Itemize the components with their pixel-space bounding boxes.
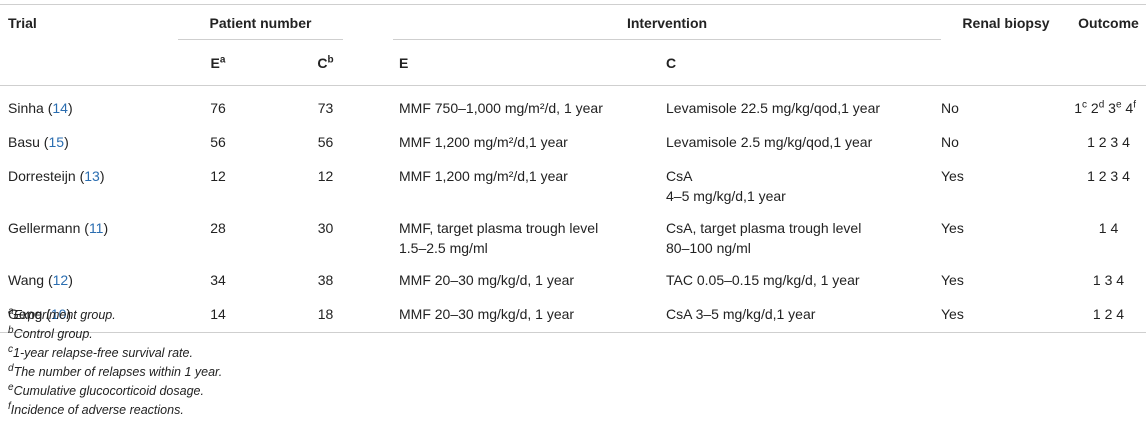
e-count: 56 bbox=[210, 134, 226, 150]
header-e: Ea bbox=[168, 41, 268, 86]
renal-biopsy: No bbox=[941, 100, 959, 116]
header-renal-biopsy: Renal biopsy bbox=[941, 4, 1071, 41]
table-row: Dorresteijn (13) 12 12 MMF 1,200 mg/m²/d… bbox=[0, 156, 1146, 208]
header-patient-number: Patient number bbox=[168, 4, 383, 41]
table-row: Gellermann (11) 28 30 MMF, target plasma… bbox=[0, 208, 1146, 260]
header-row-2: Ea Cb E C bbox=[0, 41, 1146, 86]
e-count: 28 bbox=[210, 220, 226, 236]
intervention-e: MMF 20–30 mg/kg/d, 1 year bbox=[383, 294, 666, 333]
e-count: 34 bbox=[210, 272, 226, 288]
intervention-c: Levamisole 2.5 mg/kg/qod,1 year bbox=[666, 134, 873, 150]
e-count: 76 bbox=[210, 100, 226, 116]
header-intervention-label: Intervention bbox=[393, 7, 941, 40]
intervention-c: Levamisole 22.5 mg/kg/qod,1 year bbox=[666, 100, 881, 116]
renal-biopsy: Yes bbox=[941, 168, 964, 184]
outcome: 1 3 4 bbox=[1092, 272, 1125, 288]
trial-cell: Sinha (14) bbox=[8, 100, 73, 116]
header-trial: Trial bbox=[0, 4, 168, 41]
table-row: Wang (12) 34 38 MMF 20–30 mg/kg/d, 1 yea… bbox=[0, 260, 1146, 294]
footnote: fIncidence of adverse reactions. bbox=[8, 400, 184, 417]
header-row-1: Trial Patient number Intervention Renal … bbox=[0, 4, 1146, 41]
trial-cell: Gellermann (11) bbox=[8, 220, 109, 236]
reference-link[interactable]: 11 bbox=[88, 220, 104, 236]
intervention-c: CsA 4–5 mg/kg/d,1 year bbox=[666, 168, 786, 204]
footnotes: aExperiment group. bControl group. c1-ye… bbox=[8, 306, 222, 420]
header-int-e: E bbox=[383, 41, 666, 86]
footnote: bControl group. bbox=[8, 324, 93, 341]
footnote: c1-year relapse-free survival rate. bbox=[8, 343, 193, 360]
trial-cell: Dorresteijn (13) bbox=[8, 168, 105, 184]
table-row: Sinha (14) 76 73 MMF 750–1,000 mg/m²/d, … bbox=[0, 86, 1146, 123]
renal-biopsy: No bbox=[941, 134, 959, 150]
trial-cell: Geng (10) bbox=[0, 294, 168, 333]
table-row: Geng (10) 14 18 MMF 20–30 mg/kg/d, 1 yea… bbox=[0, 294, 1146, 333]
header-patient-number-label: Patient number bbox=[178, 7, 343, 40]
c-count: 38 bbox=[317, 272, 334, 288]
intervention-c: CsA, target plasma trough level 80–100 ng… bbox=[666, 220, 862, 256]
outcome: 1c 2d 3e 4f bbox=[1074, 99, 1136, 116]
header-intervention: Intervention bbox=[383, 4, 941, 41]
trial-cell: Wang (12) bbox=[8, 272, 73, 288]
intervention-e: MMF 20–30 mg/kg/d, 1 year bbox=[399, 272, 575, 288]
intervention-c: TAC 0.05–0.15 mg/kg/d, 1 year bbox=[666, 272, 860, 288]
outcome: 1 2 3 4 bbox=[1087, 168, 1130, 184]
footnote: eCumulative glucocorticoid dosage. bbox=[8, 381, 204, 398]
reference-link[interactable]: 15 bbox=[48, 134, 65, 150]
e-count: 14 bbox=[168, 294, 268, 333]
header-outcome: Outcome bbox=[1071, 4, 1146, 41]
intervention-c: CsA 3–5 mg/kg/d,1 year bbox=[666, 294, 941, 333]
reference-link[interactable]: 12 bbox=[52, 272, 69, 288]
c-count: 30 bbox=[317, 220, 334, 236]
reference-link[interactable]: 13 bbox=[84, 168, 100, 184]
c-count: 18 bbox=[268, 294, 383, 333]
renal-biopsy: Yes bbox=[941, 294, 1071, 333]
table-row: Basu (15) 56 56 MMF 1,200 mg/m²/d,1 year… bbox=[0, 122, 1146, 156]
renal-biopsy: Yes bbox=[941, 272, 964, 288]
c-count: 73 bbox=[317, 100, 334, 116]
intervention-e: MMF 1,200 mg/m²/d,1 year bbox=[399, 168, 568, 184]
c-count: 56 bbox=[317, 134, 334, 150]
reference-link[interactable]: 10 bbox=[50, 306, 67, 322]
intervention-e: MMF 750–1,000 mg/m²/d, 1 year bbox=[399, 100, 603, 116]
intervention-e: MMF 1,200 mg/m²/d,1 year bbox=[399, 134, 568, 150]
header-int-c: C bbox=[666, 41, 941, 86]
outcome: 1 2 3 4 bbox=[1087, 134, 1130, 150]
outcome: 1 2 4 bbox=[1071, 294, 1146, 333]
footnote: aExperiment group. bbox=[8, 305, 116, 322]
header-c: Cb bbox=[268, 41, 383, 86]
outcome: 1 4 bbox=[1098, 220, 1119, 236]
trial-cell: Basu (15) bbox=[8, 134, 69, 150]
e-count: 12 bbox=[210, 168, 226, 184]
renal-biopsy: Yes bbox=[941, 220, 964, 236]
reference-link[interactable]: 14 bbox=[52, 100, 68, 116]
trials-table: Trial Patient number Intervention Renal … bbox=[0, 4, 1146, 333]
c-count: 12 bbox=[317, 168, 334, 184]
intervention-e: MMF, target plasma trough level 1.5–2.5 m… bbox=[399, 220, 599, 256]
footnote: dThe number of relapses within 1 year. bbox=[8, 362, 223, 379]
